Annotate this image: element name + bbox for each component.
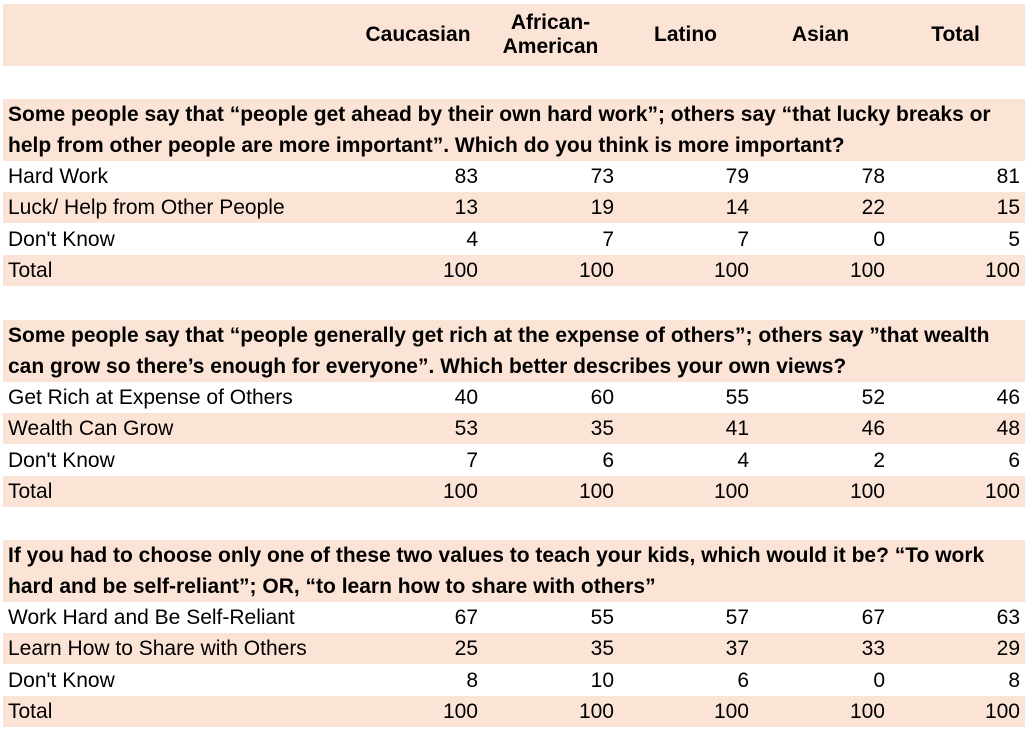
value-cell: 25 bbox=[454, 637, 478, 661]
value-cell: 100 bbox=[442, 479, 478, 503]
value-cell: 22 bbox=[861, 196, 885, 220]
value-cell: 13 bbox=[454, 196, 478, 220]
table-row: Hard Work 83 73 79 78 81 bbox=[3, 161, 1025, 192]
value-cell: 100 bbox=[442, 699, 478, 723]
value-cell: 8 bbox=[1008, 668, 1020, 692]
column-header: Caucasian bbox=[365, 23, 471, 46]
value-cell: 53 bbox=[454, 417, 478, 441]
row-label: Work Hard and Be Self-Reliant bbox=[8, 606, 295, 629]
table-row: Don't Know 7 6 4 2 6 bbox=[3, 445, 1025, 476]
value-cell: 100 bbox=[578, 479, 614, 503]
table-row: Total 100 100 100 100 100 bbox=[3, 254, 1025, 286]
row-label: Luck/ Help from Other People bbox=[8, 196, 285, 220]
column-header: Total bbox=[931, 23, 980, 46]
row-label: Don't Know bbox=[8, 448, 115, 472]
row-label: Don't Know bbox=[8, 227, 115, 251]
value-cell: 35 bbox=[590, 417, 614, 441]
value-cell: 55 bbox=[590, 606, 614, 629]
column-header: Latino bbox=[654, 23, 717, 46]
value-cell: 100 bbox=[713, 258, 749, 282]
value-cell: 2 bbox=[873, 448, 885, 472]
row-label: Hard Work bbox=[8, 165, 108, 188]
value-cell: 100 bbox=[442, 258, 478, 282]
value-cell: 41 bbox=[725, 417, 749, 441]
value-cell: 37 bbox=[725, 637, 749, 661]
row-label: Total bbox=[8, 258, 53, 282]
row-label: Total bbox=[8, 699, 53, 723]
value-cell: 100 bbox=[713, 479, 749, 503]
value-cell: 100 bbox=[578, 258, 614, 282]
value-cell: 60 bbox=[590, 386, 614, 409]
value-cell: 46 bbox=[996, 386, 1020, 409]
value-cell: 100 bbox=[849, 479, 885, 503]
value-cell: 14 bbox=[725, 196, 749, 220]
value-cell: 5 bbox=[1008, 227, 1020, 251]
value-cell: 6 bbox=[602, 448, 614, 472]
row-label: Learn How to Share with Others bbox=[8, 637, 307, 661]
value-cell: 73 bbox=[590, 165, 614, 188]
column-header: African- American bbox=[502, 11, 599, 58]
value-cell: 6 bbox=[1008, 448, 1020, 472]
value-cell: 100 bbox=[849, 699, 885, 723]
value-cell: 83 bbox=[454, 165, 478, 188]
value-cell: 52 bbox=[861, 386, 885, 409]
value-cell: 19 bbox=[590, 196, 614, 220]
value-cell: 79 bbox=[725, 165, 749, 188]
table-row: Get Rich at Expense of Others 40 60 55 52 46 bbox=[3, 382, 1025, 413]
value-cell: 40 bbox=[454, 386, 478, 409]
table-row: Learn How to Share with Others 25 35 37 33 29 bbox=[3, 633, 1025, 665]
value-cell: 8 bbox=[466, 668, 478, 692]
value-cell: 81 bbox=[996, 165, 1020, 188]
value-cell: 67 bbox=[454, 606, 478, 629]
row-label: Total bbox=[8, 479, 53, 503]
value-cell: 7 bbox=[466, 448, 478, 472]
value-cell: 48 bbox=[996, 417, 1020, 441]
value-cell: 10 bbox=[590, 668, 614, 692]
value-cell: 100 bbox=[713, 699, 749, 723]
value-cell: 63 bbox=[996, 606, 1020, 629]
value-cell: 0 bbox=[873, 668, 885, 692]
table-row: Total 100 100 100 100 100 bbox=[3, 475, 1025, 507]
table-row: Luck/ Help from Other People 13 19 14 22 15 bbox=[3, 192, 1025, 224]
value-cell: 33 bbox=[861, 637, 885, 661]
value-cell: 35 bbox=[590, 637, 614, 661]
value-cell: 29 bbox=[996, 637, 1020, 661]
value-cell: 100 bbox=[984, 479, 1020, 503]
value-cell: 100 bbox=[984, 699, 1020, 723]
row-label: Get Rich at Expense of Others bbox=[8, 386, 293, 409]
value-cell: 4 bbox=[466, 227, 478, 251]
table-row: Work Hard and Be Self-Reliant 67 55 57 67 63 bbox=[3, 602, 1025, 633]
table-row: Don't Know 8 10 6 0 8 bbox=[3, 665, 1025, 696]
row-label: Wealth Can Grow bbox=[8, 417, 174, 441]
column-header: Asian bbox=[791, 23, 850, 46]
value-cell: 6 bbox=[737, 668, 749, 692]
value-cell: 100 bbox=[578, 699, 614, 723]
table-row: Don't Know 4 7 7 0 5 bbox=[3, 224, 1025, 255]
question-text: Some people say that “people generally g… bbox=[3, 320, 1025, 382]
value-cell: 57 bbox=[725, 606, 749, 629]
value-cell: 55 bbox=[725, 386, 749, 409]
question-text: Some people say that “people get ahead b… bbox=[3, 99, 1025, 161]
question-text: If you had to choose only one of these t… bbox=[3, 540, 1025, 602]
value-cell: 78 bbox=[861, 165, 885, 188]
value-cell: 67 bbox=[861, 606, 885, 629]
value-cell: 46 bbox=[861, 417, 885, 441]
value-cell: 7 bbox=[737, 227, 749, 251]
value-cell: 0 bbox=[873, 227, 885, 251]
table-row: Total 100 100 100 100 100 bbox=[3, 695, 1025, 727]
value-cell: 7 bbox=[602, 227, 614, 251]
value-cell: 100 bbox=[984, 258, 1020, 282]
value-cell: 100 bbox=[849, 258, 885, 282]
value-cell: 4 bbox=[737, 448, 749, 472]
table-row: Wealth Can Grow 53 35 41 46 48 bbox=[3, 413, 1025, 445]
row-label: Don't Know bbox=[8, 668, 115, 692]
value-cell: 15 bbox=[996, 196, 1020, 220]
column-header-row: Caucasian African- American Latino Asian… bbox=[3, 4, 1025, 66]
